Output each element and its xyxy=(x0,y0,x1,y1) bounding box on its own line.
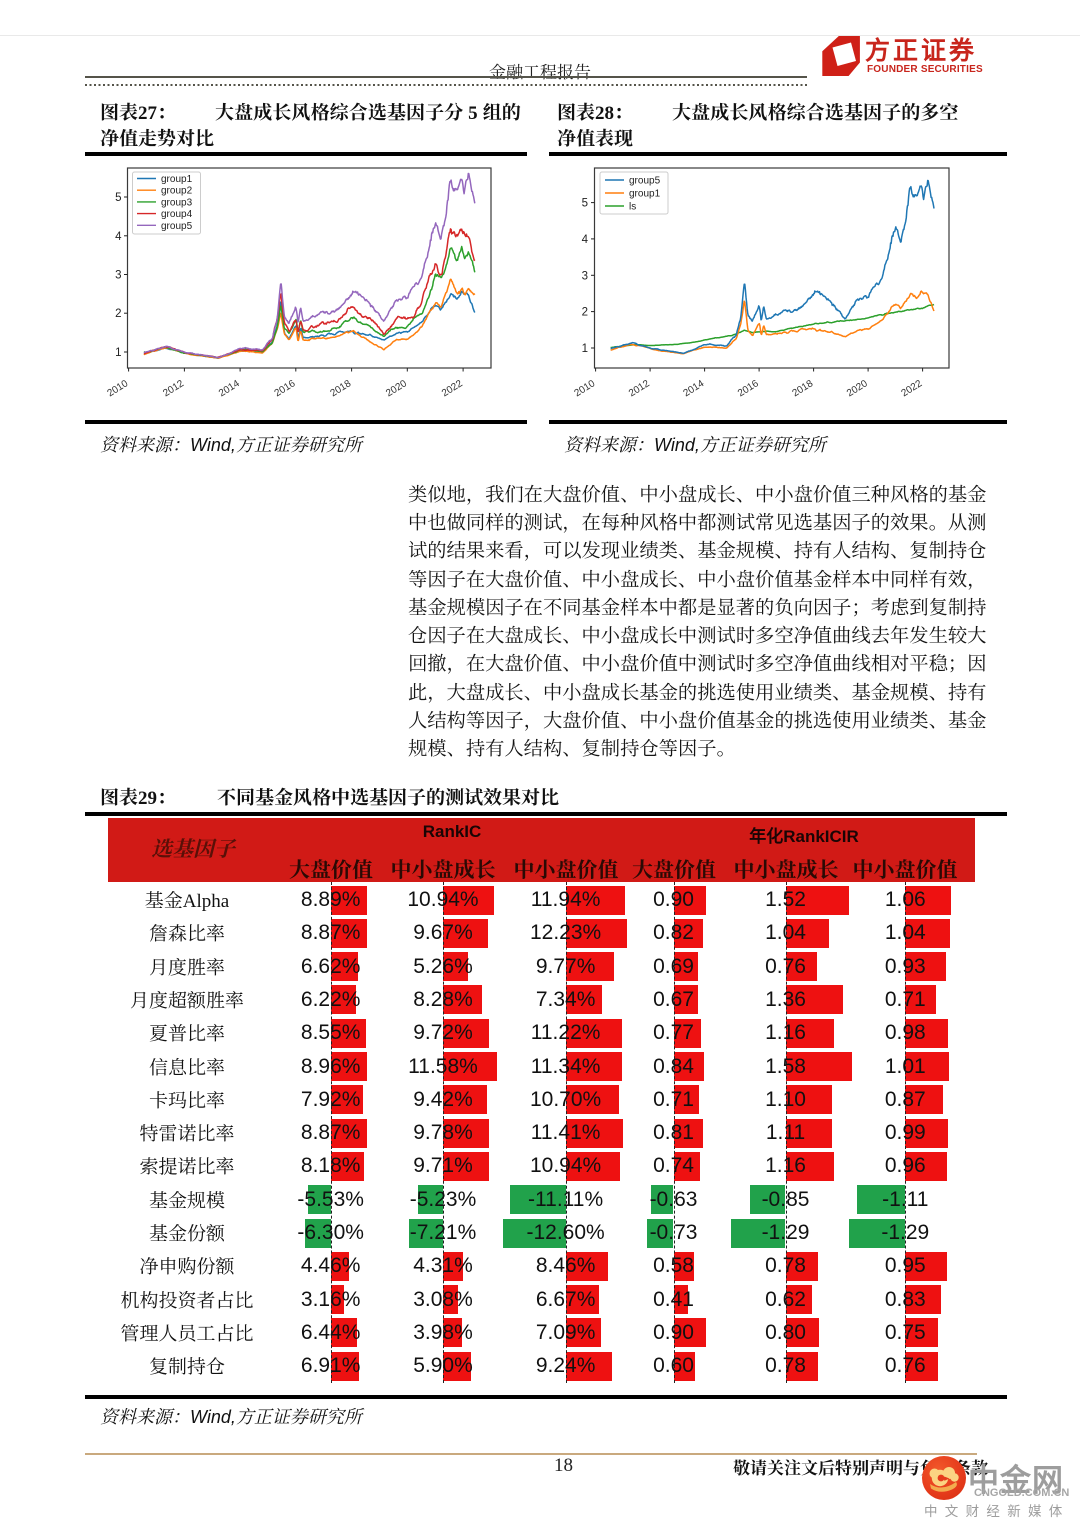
svg-text:2018: 2018 xyxy=(790,378,815,399)
svg-text:2014: 2014 xyxy=(681,378,706,399)
svg-text:2016: 2016 xyxy=(273,378,298,399)
svg-text:4: 4 xyxy=(115,231,122,243)
svg-text:group4: group4 xyxy=(161,209,193,220)
svg-text:2010: 2010 xyxy=(572,378,597,399)
svg-text:2012: 2012 xyxy=(627,378,652,399)
svg-text:2016: 2016 xyxy=(736,378,761,399)
svg-text:2: 2 xyxy=(582,307,588,319)
svg-text:2020: 2020 xyxy=(845,378,870,399)
svg-text:group5: group5 xyxy=(629,176,661,187)
svg-text:3: 3 xyxy=(115,270,121,282)
svg-text:2022: 2022 xyxy=(899,378,924,399)
svg-text:2014: 2014 xyxy=(217,378,242,399)
svg-text:2022: 2022 xyxy=(440,378,465,399)
svg-text:5: 5 xyxy=(115,192,121,204)
svg-text:1: 1 xyxy=(582,343,588,355)
svg-text:group1: group1 xyxy=(161,174,193,185)
svg-text:4: 4 xyxy=(582,234,589,246)
svg-text:group5: group5 xyxy=(161,221,193,232)
svg-text:group3: group3 xyxy=(161,197,193,208)
svg-text:2018: 2018 xyxy=(328,378,353,399)
svg-text:2012: 2012 xyxy=(161,378,186,399)
svg-text:ls: ls xyxy=(629,202,636,213)
svg-text:group1: group1 xyxy=(629,189,661,200)
svg-text:2: 2 xyxy=(115,308,121,320)
svg-text:2010: 2010 xyxy=(105,378,130,399)
svg-text:2020: 2020 xyxy=(384,378,409,399)
svg-text:3: 3 xyxy=(582,270,588,282)
svg-text:5: 5 xyxy=(582,198,588,210)
svg-text:group2: group2 xyxy=(161,186,193,197)
svg-text:1: 1 xyxy=(115,347,121,359)
